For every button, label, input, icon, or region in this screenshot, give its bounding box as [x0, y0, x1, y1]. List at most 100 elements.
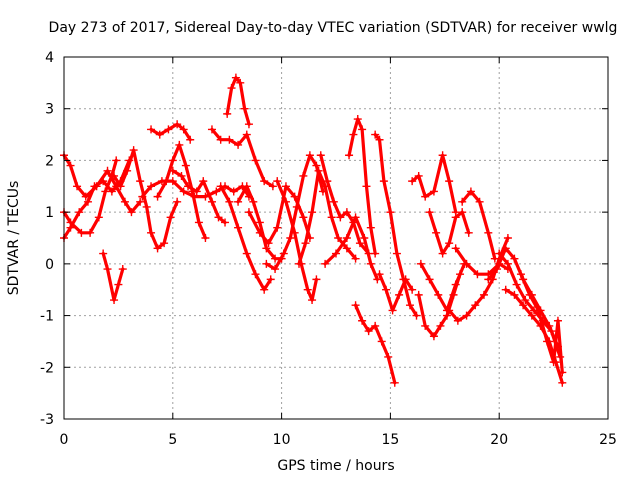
data-point — [527, 311, 536, 320]
data-point — [286, 234, 295, 242]
series-line — [156, 143, 207, 240]
data-point — [401, 275, 410, 284]
data-point — [264, 239, 273, 248]
data-point — [155, 130, 164, 139]
series-line — [62, 153, 142, 214]
data-point — [453, 316, 462, 325]
data-point — [129, 146, 138, 155]
plot-frame — [63, 56, 609, 420]
data-point — [334, 234, 343, 242]
data-series-track-24 — [408, 151, 460, 217]
data-point — [421, 192, 430, 201]
data-point — [136, 197, 145, 206]
data-point — [425, 275, 434, 284]
data-point — [251, 270, 260, 279]
data-point — [466, 187, 475, 196]
data-point — [103, 166, 112, 175]
data-point — [123, 166, 132, 175]
data-point — [127, 208, 136, 217]
data-point — [94, 213, 103, 222]
data-point — [355, 239, 364, 248]
axis-tick-labels: 0 5 10 15 20 25 -3 -2 -1 0 1 2 3 4 — [40, 50, 617, 448]
data-point — [116, 182, 125, 191]
data-point — [375, 270, 384, 279]
data-point — [251, 156, 260, 165]
data-point — [336, 213, 345, 222]
data-point — [207, 197, 216, 206]
data-series-track-32 — [495, 249, 565, 361]
y-tick-label: 1 — [45, 205, 54, 221]
x-tick-label: 20 — [490, 432, 508, 448]
series-line — [140, 179, 251, 199]
data-point — [225, 197, 234, 206]
data-point — [379, 177, 388, 186]
data-point — [292, 202, 301, 211]
data-point — [99, 249, 108, 258]
data-point — [181, 161, 190, 170]
data-point — [266, 275, 275, 284]
data-series-track-5 — [110, 146, 182, 253]
data-point — [445, 239, 454, 248]
data-point — [421, 321, 430, 330]
data-point — [299, 213, 308, 222]
data-point — [349, 130, 358, 139]
x-tick-label: 10 — [273, 432, 291, 448]
data-point — [147, 125, 156, 134]
data-point — [281, 182, 290, 191]
data-point — [358, 125, 367, 134]
data-point — [414, 171, 423, 180]
data-point — [168, 166, 177, 175]
data-point — [501, 244, 510, 253]
data-series-track-27 — [416, 259, 469, 315]
data-point — [558, 378, 567, 387]
data-point — [175, 140, 184, 149]
data-point — [242, 130, 251, 139]
data-point — [214, 213, 223, 222]
data-point — [316, 151, 325, 160]
data-point — [164, 125, 173, 134]
data-series-track-14 — [244, 182, 314, 248]
data-point — [221, 218, 230, 227]
data-point — [458, 208, 467, 217]
data-point — [416, 259, 425, 268]
data-point — [475, 197, 484, 206]
data-point — [216, 135, 225, 144]
data-point — [345, 151, 354, 160]
data-point — [312, 275, 321, 284]
data-series-track-20 — [345, 115, 380, 258]
data-point — [327, 213, 336, 222]
y-axis-label: SDTVAR / TECUs — [6, 181, 22, 296]
y-tick-label: 2 — [45, 153, 54, 169]
data-point — [484, 228, 493, 237]
series-line — [373, 133, 419, 318]
x-tick-label: 25 — [599, 432, 617, 448]
data-point — [281, 197, 290, 206]
data-point — [162, 177, 171, 186]
data-point — [329, 197, 338, 206]
data-point — [388, 306, 397, 315]
data-point — [229, 187, 238, 196]
data-point — [375, 135, 384, 144]
data-point — [434, 290, 443, 299]
x-tick-label: 15 — [381, 432, 399, 448]
data-point — [362, 182, 371, 191]
data-point — [260, 285, 269, 294]
data-point — [223, 109, 232, 118]
data-point — [436, 321, 445, 330]
data-point — [153, 192, 162, 201]
data-point — [110, 171, 119, 180]
data-point — [495, 249, 504, 258]
data-point — [112, 156, 121, 165]
data-series-track-21 — [351, 301, 399, 387]
data-point — [201, 234, 210, 242]
y-tick-label: 4 — [45, 50, 54, 66]
data-point — [332, 249, 340, 258]
data-point — [512, 280, 521, 289]
y-tick-label: -1 — [40, 309, 54, 325]
data-point — [99, 177, 108, 186]
data-point — [160, 239, 169, 248]
series-line — [225, 76, 251, 126]
data-point — [262, 259, 271, 268]
data-point — [377, 337, 386, 346]
